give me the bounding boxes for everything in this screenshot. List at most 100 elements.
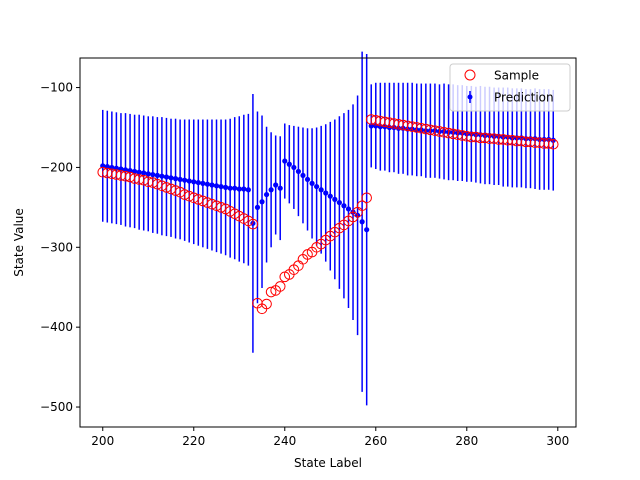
prediction-point <box>291 164 297 171</box>
y-tick-label: −200 <box>40 160 73 174</box>
x-tick-label: 280 <box>455 434 478 448</box>
prediction-point <box>172 176 179 182</box>
axis-ticks: 200 220 240 260 280 300 −500 −400 −300 −200 −100 <box>40 81 569 448</box>
prediction-point <box>259 199 265 205</box>
prediction-point <box>286 161 292 167</box>
sample-point <box>147 177 159 188</box>
y-tick-label: −100 <box>40 81 73 95</box>
prediction-point <box>141 170 147 176</box>
y-tick-label: −300 <box>40 240 73 254</box>
sample-point <box>165 183 177 195</box>
prediction-point <box>136 169 142 175</box>
prediction-point <box>336 199 342 206</box>
prediction-point <box>541 136 547 143</box>
sample-point <box>543 138 554 149</box>
y-tick-label: −400 <box>40 320 73 334</box>
sample-point <box>161 182 172 193</box>
sample-point <box>188 192 200 204</box>
sample-point <box>193 194 204 205</box>
x-axis-title: State Label <box>294 456 362 470</box>
sample-point <box>211 200 222 212</box>
prediction-point <box>254 204 261 210</box>
prediction-point <box>186 178 192 184</box>
prediction-point <box>213 183 220 189</box>
axes-frame <box>79 57 577 428</box>
prediction-point <box>359 219 365 225</box>
legend-sample-marker <box>464 69 476 81</box>
x-tick-label: 220 <box>182 434 205 448</box>
prediction-point <box>300 172 306 179</box>
y-tick-label: −500 <box>40 400 73 414</box>
sample-point <box>356 200 368 212</box>
sample-point <box>247 218 259 230</box>
x-tick-label: 300 <box>546 434 569 448</box>
prediction-point <box>245 187 251 193</box>
legend-sample-label: Sample <box>494 69 539 83</box>
plot-marks <box>97 51 559 406</box>
legend-prediction-marker <box>467 94 473 100</box>
sample-point <box>170 185 181 196</box>
prediction-point <box>159 173 165 179</box>
prediction-point <box>550 137 556 143</box>
prediction-point <box>273 182 279 188</box>
sample-point <box>156 180 168 192</box>
prediction-point <box>304 176 311 183</box>
prediction-point <box>345 206 352 212</box>
prediction-point <box>318 187 324 193</box>
prediction-point <box>236 186 242 192</box>
prediction-point <box>323 190 329 196</box>
prediction-point <box>200 180 206 186</box>
prediction-point <box>282 158 288 164</box>
sample-point <box>183 190 195 202</box>
prediction-point <box>163 174 170 180</box>
x-tick-label: 260 <box>364 434 387 448</box>
prediction-point <box>327 193 333 199</box>
y-axis-title: State Value <box>12 208 26 277</box>
prediction-point <box>232 185 238 191</box>
x-tick-label: 240 <box>273 434 296 448</box>
prediction-point <box>377 124 383 130</box>
prediction-point <box>227 185 233 191</box>
legend-prediction-label: Prediction <box>494 91 554 105</box>
prediction-point <box>150 172 156 178</box>
sample-point <box>215 202 227 213</box>
prediction-point <box>218 183 224 190</box>
sample-point <box>361 192 372 204</box>
legend-box <box>449 63 571 112</box>
sample-point <box>274 281 286 292</box>
sample-point <box>261 298 272 310</box>
prediction-point <box>295 168 302 175</box>
prediction-point <box>223 184 229 190</box>
legend: Sample Prediction <box>449 63 571 112</box>
sample-point <box>197 195 209 207</box>
sample-point <box>265 286 277 298</box>
prediction-point <box>373 123 379 129</box>
prediction-point <box>191 179 197 185</box>
sample-point <box>179 189 190 200</box>
x-tick-label: 200 <box>91 434 114 448</box>
prediction-point <box>309 180 315 186</box>
prediction-point <box>241 186 247 192</box>
prediction-point <box>364 227 370 233</box>
prediction-point <box>154 172 160 179</box>
prediction-point <box>204 181 211 187</box>
sample-point <box>547 138 559 150</box>
prediction-point <box>145 171 151 177</box>
prediction-point <box>182 177 188 183</box>
prediction-point <box>268 187 274 193</box>
prediction-point <box>314 183 320 190</box>
sample-point <box>152 178 163 190</box>
prediction-point <box>332 196 338 202</box>
prediction-point <box>341 203 347 209</box>
sample-point <box>206 198 218 210</box>
prediction-point <box>195 179 201 186</box>
prediction-point <box>168 175 174 181</box>
prediction-point <box>209 182 215 188</box>
prediction-point <box>132 168 138 175</box>
prediction-point <box>177 176 183 183</box>
prediction-point <box>532 136 538 142</box>
sample-point <box>202 197 213 208</box>
prediction-point <box>277 185 283 191</box>
